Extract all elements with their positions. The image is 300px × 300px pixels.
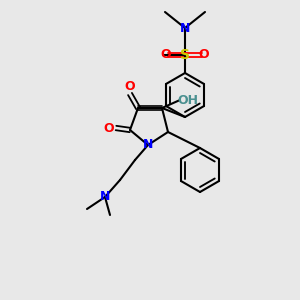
Text: N: N [180,22,190,34]
Text: O: O [161,47,171,61]
Text: S: S [180,48,190,62]
Text: N: N [143,139,153,152]
Text: OH: OH [178,94,199,106]
Text: O: O [104,122,114,134]
Text: N: N [100,190,110,203]
Text: O: O [125,80,135,94]
Text: O: O [199,47,209,61]
